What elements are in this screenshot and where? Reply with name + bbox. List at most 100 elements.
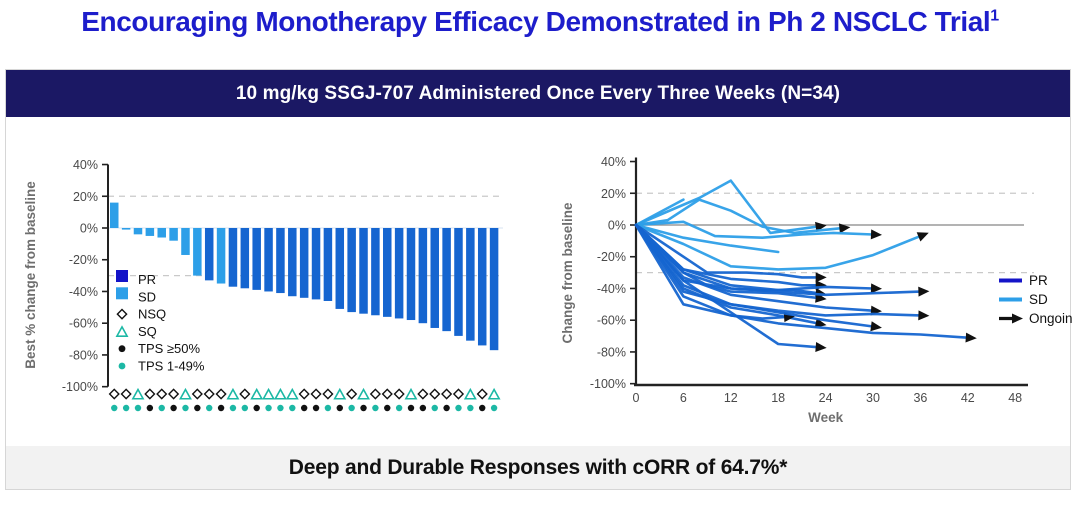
waterfall-bar (169, 228, 178, 241)
legend-swatch-sq (115, 325, 129, 337)
waterfall-bar (264, 228, 273, 292)
legend-label: SD (138, 289, 156, 304)
histology-marker-sq (179, 387, 192, 400)
tps-marker (467, 404, 474, 412)
waterfall-bar (228, 228, 238, 287)
tps-marker (395, 404, 403, 412)
spider-line-sd (634, 223, 780, 254)
waterfall-bar (216, 228, 226, 284)
spider-line-pr (634, 223, 820, 325)
ongoing-arrow (918, 286, 930, 297)
waterfall-bar (276, 228, 285, 294)
ongoing-arrow (838, 223, 851, 234)
ongoing-arrow (916, 232, 929, 242)
histology-marker-nsq (476, 388, 488, 400)
x-tick-label: 30 (866, 391, 880, 405)
tps-marker (182, 404, 189, 412)
legend-swatch-arrow-head (1012, 313, 1023, 324)
title-superscript: 1 (990, 7, 999, 25)
ongoing-arrow (870, 321, 882, 332)
y-tick-label: -40% (69, 285, 98, 299)
tps-marker (455, 404, 462, 412)
ongoing-arrow (918, 310, 930, 321)
waterfall-bar (323, 228, 333, 301)
waterfall-bar (193, 228, 202, 276)
tps-marker (348, 404, 355, 412)
waterfall-chart: 40% 20% 0% -20% -40% -60% -80% -100% Best % chan… (23, 158, 503, 412)
waterfall-bar (430, 228, 439, 328)
waterfall-bar (383, 228, 392, 317)
tps-marker (360, 404, 367, 412)
x-tick-label: 6 (680, 391, 687, 405)
histology-marker-nsq (120, 388, 132, 400)
tps-marker (289, 404, 296, 412)
histology-marker-nsq (215, 388, 227, 400)
histology-marker-nsq (322, 388, 334, 400)
histology-marker-sq (463, 387, 477, 400)
y-tick-label: -40% (597, 282, 626, 296)
legend-label: PR (1029, 273, 1048, 288)
tps-marker (158, 404, 165, 412)
spider-line-pr (634, 223, 922, 297)
y-axis-title: Best % change from baseline (23, 181, 38, 369)
ongoing-arrow (870, 229, 882, 240)
y-tick-label: -80% (597, 345, 626, 359)
tps-marker (431, 404, 438, 412)
y-tick-label: -20% (597, 250, 626, 264)
y-tick-label: -60% (597, 314, 626, 328)
histology-marker-nsq (346, 388, 358, 400)
waterfall-bar (394, 228, 404, 319)
histology-marker-nsq (369, 388, 381, 400)
legend-swatch-tps-low (118, 362, 126, 370)
legend-label: SQ (138, 324, 157, 339)
dose-banner-text: 10 mg/kg SSGJ-707 Administered Once Ever… (235, 82, 841, 104)
waterfall-bar (204, 228, 214, 281)
waterfall-bar (406, 228, 416, 321)
tps-marker (253, 404, 260, 412)
tps-marker (372, 404, 379, 412)
tps-marker (479, 404, 486, 412)
tps-marker (490, 404, 498, 412)
histology-marker-nsq (441, 388, 453, 400)
x-tick-label: 0 (633, 391, 640, 405)
x-tick-label: 24 (819, 391, 833, 405)
footer-banner-text: Deep and Durable Responses with cORR of … (288, 455, 788, 479)
histology-marker-sq (273, 387, 287, 400)
spider-line-pr (634, 223, 875, 292)
y-tick-label: 40% (601, 155, 626, 169)
spider-line-sd (634, 179, 820, 235)
waterfall-bar (133, 228, 143, 235)
histology-marker-sq (357, 387, 370, 400)
x-tick-label: 36 (913, 391, 927, 405)
page-title-text: Encouraging Monotherapy Efficacy Demonst… (81, 6, 991, 37)
histology-marker-sq (285, 387, 299, 400)
spider-line-sd (634, 198, 843, 235)
spider-line-sd (634, 223, 922, 271)
waterfall-bar (335, 228, 345, 309)
histology-marker-nsq (203, 388, 215, 400)
ongoing-arrow (965, 332, 977, 343)
y-tick-label: -20% (69, 253, 98, 267)
waterfall-bar (157, 228, 166, 238)
y-tick-label: 0% (608, 219, 626, 233)
tps-marker (241, 404, 249, 412)
histology-marker-nsq (393, 388, 405, 400)
spider-line-pr (634, 223, 820, 349)
content-panel: 10 mg/kg SSGJ-707 Administered Once Ever… (5, 69, 1072, 490)
spider-line-pr (634, 223, 875, 312)
y-axis-title: Change from baseline (560, 202, 575, 344)
tps-marker (265, 404, 272, 412)
ongoing-arrow (815, 272, 827, 283)
legend-swatch-nsq (116, 308, 128, 320)
tps-marker (111, 404, 118, 412)
y-tick-label: 20% (73, 190, 98, 204)
waterfall-bar (252, 228, 261, 290)
histology-marker-nsq (144, 388, 156, 400)
spider-line-sd (634, 220, 875, 239)
histology-marker-sq (487, 387, 501, 400)
tps-marker (170, 404, 177, 412)
histology-marker-sq (404, 387, 418, 400)
spider-plot-chart: 40% 20% 0% -20% -40% -60% -80% -100% 0 6 12 18 24 30 3… (560, 155, 1072, 425)
histology-marker-nsq (239, 388, 251, 400)
